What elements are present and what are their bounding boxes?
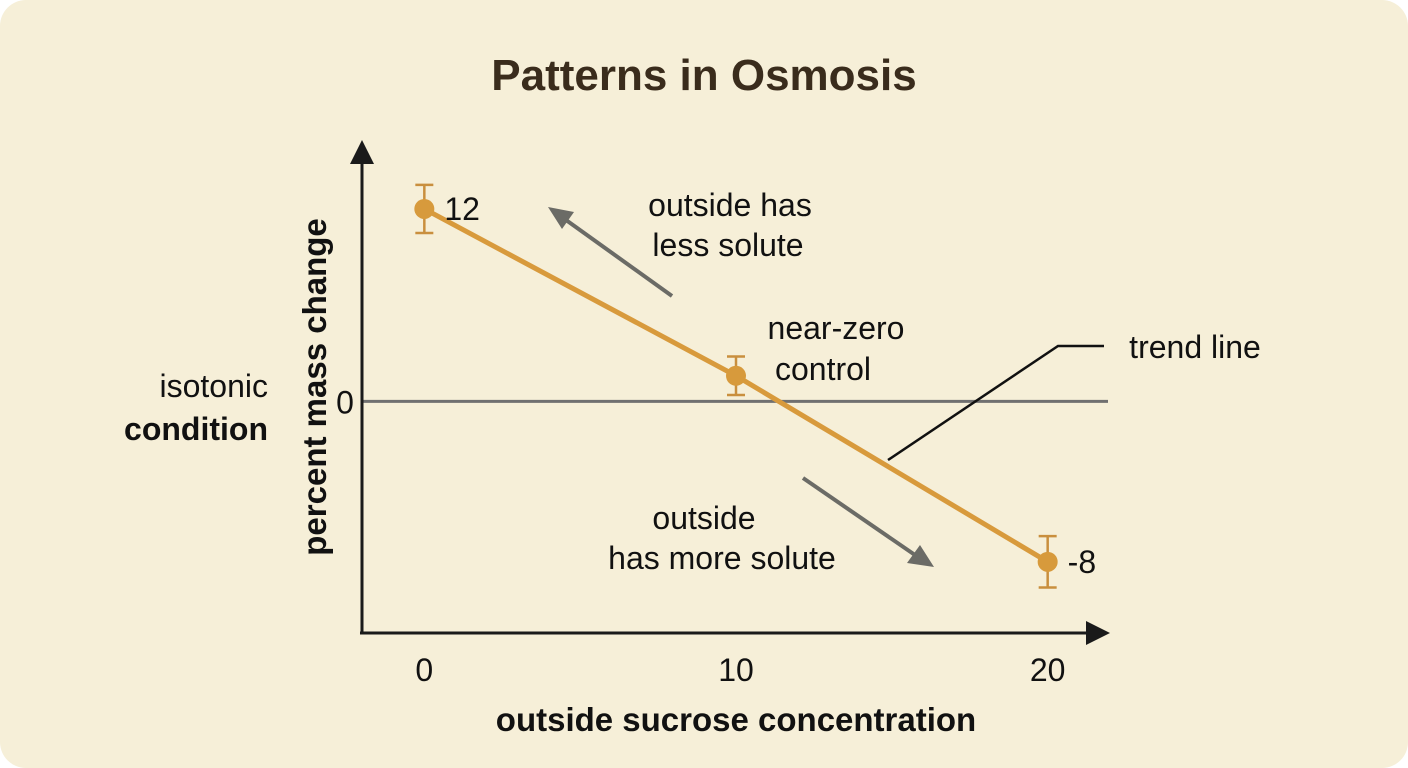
chart-title: Patterns in Osmosis — [491, 51, 916, 100]
annotation-near-zero-line1: near-zero — [768, 310, 905, 346]
data-point — [1037, 551, 1058, 572]
x-tick-label: 10 — [718, 652, 754, 688]
x-tick-label: 20 — [1030, 652, 1066, 688]
more-solute-arrowhead — [907, 545, 934, 567]
data-label: 12 — [444, 191, 480, 227]
trend-line-leader — [887, 344, 1104, 462]
annotation-isotonic-line1: isotonic — [160, 368, 269, 404]
series-group: 12 -8 — [414, 183, 1096, 589]
more-solute-arrow-shaft — [801, 476, 917, 557]
annotation-trend-line: trend line — [1129, 329, 1261, 365]
annotation-near-zero-line2: control — [775, 351, 871, 387]
y-tick-labels: 0 — [336, 384, 354, 420]
annotation-less-solute-line1: outside has — [648, 187, 812, 223]
y-axis-arrowhead — [350, 140, 374, 164]
x-tick-label: 0 — [415, 652, 433, 688]
annotation-less-solute-line2: less solute — [652, 227, 803, 263]
less-solute-arrow-shaft — [564, 218, 674, 298]
annotation-more-solute-line1: outside — [652, 500, 755, 536]
less-solute-arrowhead — [548, 207, 574, 229]
data-label: -8 — [1068, 544, 1096, 580]
data-point — [726, 365, 746, 386]
x-axis-arrowhead — [1086, 621, 1110, 645]
data-point — [414, 198, 435, 219]
x-axis-title: outside sucrose concentration — [496, 701, 976, 738]
y-axis-title: percent mass change — [296, 218, 333, 555]
annotation-more-solute-line2: has more solute — [608, 540, 836, 576]
y-tick-label: 0 — [336, 384, 354, 420]
x-tick-labels: 0 10 20 — [415, 652, 1065, 688]
annotation-isotonic-line2: condition — [124, 411, 268, 447]
